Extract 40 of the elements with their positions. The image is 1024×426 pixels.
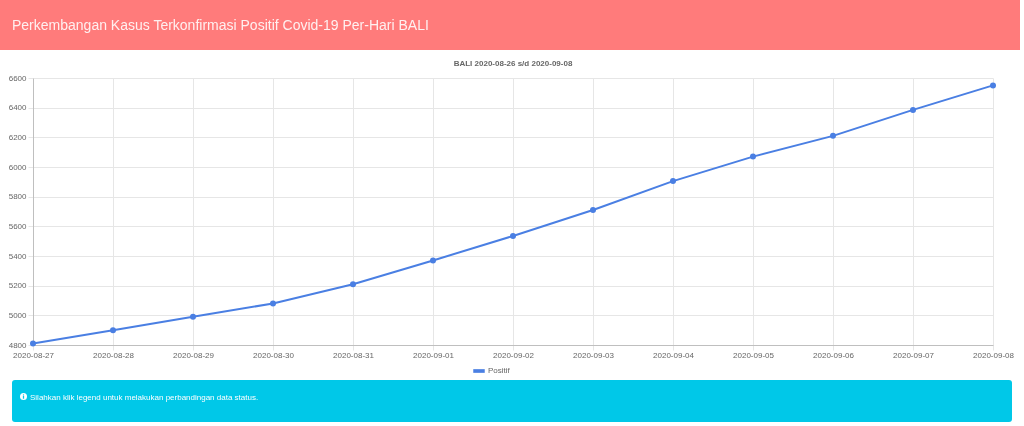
y-tick-label: 5200 [8, 281, 28, 291]
x-tick-label: 2020-09-07 [893, 350, 935, 360]
x-tick-label: 2020-09-08 [973, 350, 1015, 360]
x-tick-label: 2020-09-06 [813, 350, 855, 360]
point [990, 82, 996, 89]
point [430, 257, 436, 264]
x-tick-label: 2020-08-29 [173, 350, 215, 360]
y-tick-label: 4800 [8, 340, 28, 350]
point [510, 232, 516, 239]
x-tick-label: 2020-09-02 [493, 350, 535, 360]
x-tick-label: 2020-08-30 [253, 350, 295, 360]
point [590, 207, 596, 214]
x-tick-label: 2020-09-03 [573, 350, 615, 360]
x-tick-label: 2020-09-01 [413, 350, 455, 360]
y-tick-label: 5000 [8, 310, 28, 320]
point [270, 300, 276, 307]
y-tick-label: 5600 [8, 221, 28, 231]
y-tick-label: 5400 [8, 251, 28, 261]
y-tick-label: 6600 [8, 73, 28, 83]
x-tick-label: 2020-08-31 [333, 350, 375, 360]
point [750, 153, 756, 160]
text: Silahkan klik legend untuk melakukan perbandingan data status. [30, 393, 259, 402]
x-tick-label: 2020-08-27 [13, 350, 55, 360]
point [910, 106, 916, 113]
y-tick-label: 6200 [8, 132, 28, 142]
point [830, 132, 836, 139]
legend-label: Positif [488, 366, 511, 375]
y-tick-label: 6400 [8, 103, 28, 113]
point [670, 178, 676, 185]
y-tick-label: 6000 [8, 162, 28, 172]
point [350, 281, 356, 288]
point [190, 313, 196, 320]
point [110, 327, 116, 334]
chart-subtitle: BALI 2020-08-26 s/d 2020-09-08 [453, 59, 573, 68]
point [30, 340, 36, 347]
chart-title: Perkembangan Kasus Terkonfirmasi Positif Covid-19 Per-Hari BALI [0, 0, 1020, 50]
y-tick-label: 5800 [8, 192, 28, 202]
x-tick-label: 2020-09-04 [653, 350, 695, 360]
x-tick-label: 2020-08-28 [93, 350, 135, 360]
x-tick-label: 2020-09-05 [733, 350, 775, 360]
